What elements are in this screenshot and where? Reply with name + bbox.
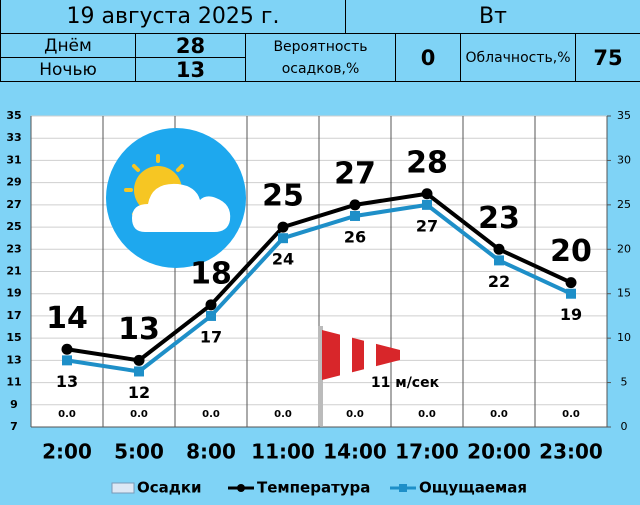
data-label: 22 [488, 272, 510, 291]
point [421, 188, 433, 200]
point [349, 199, 361, 211]
data-label: 13 [56, 372, 78, 391]
y2-tick-label: 30 [617, 153, 631, 166]
legend-label: Ощущаемая [419, 479, 527, 497]
x-tick-label: 5:00 [114, 440, 164, 464]
cloud-value: 75 [575, 33, 640, 82]
legend-label: Температура [257, 479, 370, 497]
y-tick-label: 13 [6, 353, 21, 366]
precip-label: 0.0 [346, 409, 364, 420]
y2-tick-label: 5 [621, 376, 628, 389]
data-label: 25 [262, 179, 304, 214]
y2-tick-label: 10 [617, 331, 631, 344]
weather-icon [106, 128, 246, 268]
y-tick-label: 21 [6, 265, 21, 278]
point [493, 243, 505, 255]
x-tick-label: 23:00 [539, 440, 603, 464]
data-label: 20 [550, 234, 592, 269]
point [494, 255, 504, 266]
data-label: 26 [344, 227, 366, 246]
x-tick-label: 8:00 [186, 440, 236, 464]
data-label: 18 [190, 256, 232, 291]
point [206, 310, 216, 321]
data-label: 19 [560, 305, 582, 324]
wind-icon [318, 326, 400, 426]
legend-swatch [111, 482, 135, 494]
y-tick-label: 33 [6, 131, 21, 144]
point [61, 343, 73, 355]
x-tick-label: 14:00 [323, 440, 387, 464]
data-label: 27 [416, 216, 438, 235]
series-line [66, 191, 572, 363]
precip-label: 0.0 [130, 409, 148, 420]
legend-marker [399, 484, 407, 492]
y-tick-label: 31 [6, 153, 21, 166]
x-tick-label: 20:00 [467, 440, 531, 464]
y2-tick-label: 0 [621, 420, 628, 433]
data-label: 17 [200, 327, 222, 346]
y-tick-label: 29 [6, 176, 21, 189]
point [133, 354, 145, 366]
y2-tick-label: 15 [617, 287, 631, 300]
y-tick-label: 35 [6, 109, 21, 122]
night-temp: 13 [135, 57, 246, 82]
point [565, 277, 577, 289]
point [277, 221, 289, 233]
data-label: 14 [46, 301, 88, 336]
y-tick-label: 27 [6, 198, 21, 211]
precip-label: 0.0 [562, 409, 580, 420]
point [278, 233, 288, 244]
precip-label: 0.0 [418, 409, 436, 420]
data-label: 27 [334, 156, 376, 191]
series-line [66, 202, 572, 374]
data-label: 23 [478, 201, 520, 236]
precip-label: 0.0 [202, 409, 220, 420]
point [134, 366, 144, 377]
data-label: 12 [128, 383, 150, 402]
legend-label: Осадки [137, 479, 202, 497]
point [205, 299, 217, 311]
legend-marker [237, 484, 245, 492]
x-tick-label: 17:00 [395, 440, 459, 464]
y2-tick-label: 25 [617, 198, 631, 211]
wind-speed: 11 м/сек [371, 375, 440, 391]
y-tick-label: 7 [10, 420, 18, 433]
point [350, 210, 360, 221]
y-tick-label: 17 [6, 309, 21, 322]
precip-label: 0.0 [58, 409, 76, 420]
precip-label: 0.0 [274, 409, 292, 420]
precip-label: 0.0 [490, 409, 508, 420]
y-tick-label: 25 [6, 220, 21, 233]
data-label: 13 [118, 312, 160, 347]
x-tick-label: 11:00 [251, 440, 315, 464]
x-tick-label: 2:00 [42, 440, 92, 464]
y-tick-label: 15 [6, 331, 21, 344]
point [566, 288, 576, 299]
y-tick-label: 19 [6, 287, 21, 300]
y2-tick-label: 35 [617, 109, 631, 122]
y2-tick-label: 20 [617, 242, 631, 255]
y-tick-label: 23 [6, 242, 21, 255]
data-label: 28 [406, 145, 448, 180]
y-tick-label: 11 [6, 376, 21, 389]
y-tick-label: 9 [10, 398, 18, 411]
point [62, 355, 72, 366]
data-label: 24 [272, 250, 294, 269]
point [422, 199, 432, 210]
